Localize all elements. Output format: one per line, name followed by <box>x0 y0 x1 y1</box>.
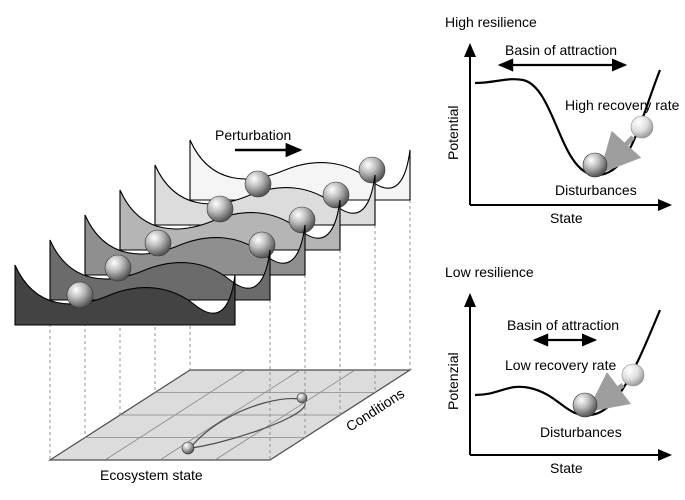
low-light-ball <box>622 364 644 386</box>
low-xlabel: State <box>550 460 583 476</box>
right-top-panel: High resilience Potential State Basin of… <box>445 14 680 226</box>
high-xlabel: State <box>550 210 583 226</box>
resilience-diagram: Ecosystem state Conditions <box>0 0 685 500</box>
right-bottom-panel: Low resilience Potenzial State Basin of … <box>445 264 670 476</box>
high-recovery-label: High recovery rate <box>565 97 680 113</box>
left-panel: Ecosystem state Conditions <box>15 127 410 483</box>
low-dark-ball <box>573 393 597 417</box>
low-ylabel: Potenzial <box>445 352 461 410</box>
low-resilience-title: Low resilience <box>445 264 534 280</box>
high-basin-label: Basin of attraction <box>505 42 617 58</box>
perturbation-annotation: Perturbation <box>215 127 300 150</box>
perturbation-label: Perturbation <box>215 127 291 143</box>
floor-ball-front <box>182 442 194 454</box>
floor-ball-back <box>297 393 307 403</box>
high-disturbances-label: Disturbances <box>555 182 637 198</box>
ecosystem-state-label: Ecosystem state <box>100 467 203 483</box>
high-dark-ball <box>583 153 607 177</box>
low-disturbances-label: Disturbances <box>540 424 622 440</box>
low-basin-label: Basin of attraction <box>507 317 619 333</box>
low-recovery-label: Low recovery rate <box>505 357 616 373</box>
high-resilience-title: High resilience <box>445 14 537 30</box>
high-light-ball <box>631 116 653 138</box>
high-ylabel: Potential <box>445 106 461 160</box>
